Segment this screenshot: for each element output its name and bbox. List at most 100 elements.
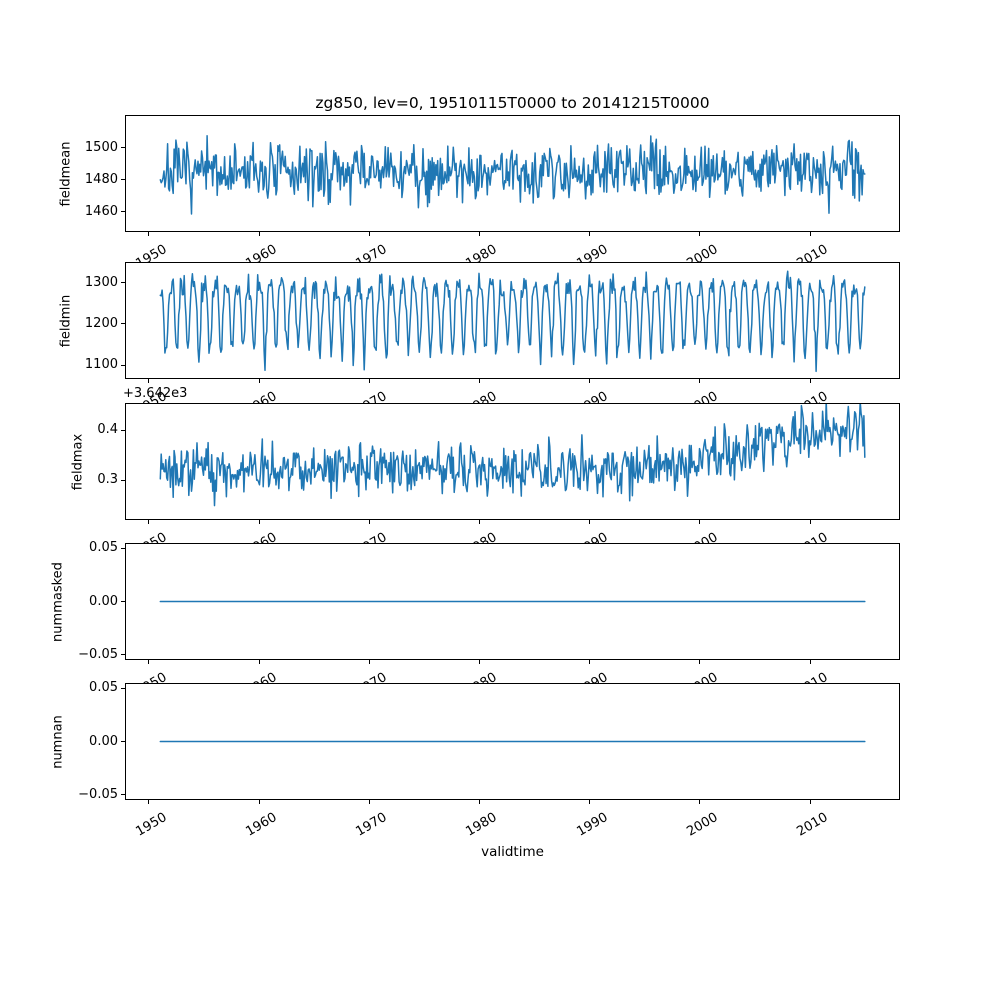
x-tick-label: 2010 [794,242,831,272]
x-tick-mark [258,520,260,524]
x-tick-label: 1980 [463,242,500,272]
series-line-numnan [159,740,866,743]
y-axis-offset-text: +3.642e3 [123,386,188,401]
y-tick-mark [121,323,125,325]
x-tick-mark [478,379,480,383]
x-tick-label: 2000 [684,242,721,272]
axes-box-fieldmin [125,262,900,379]
x-tick-label: 1950 [133,389,170,419]
x-tick-label: 1980 [463,670,500,700]
y-tick-mark [121,179,125,181]
x-tick-mark [478,232,480,236]
y-tick-label: 0.3 [97,472,118,487]
x-tick-label: 2010 [794,389,831,419]
x-tick-label: 1980 [463,530,500,560]
x-tick-mark [258,379,260,383]
x-tick-mark [478,520,480,524]
x-tick-label: 1960 [243,389,280,419]
x-tick-mark [589,800,591,804]
axes-box-numnan [125,683,900,800]
y-tick-label: 1480 [84,171,118,187]
axes-box-fieldmean [125,115,900,232]
y-tick-label: 0.05 [89,680,118,696]
x-axis-label: validtime [481,844,544,860]
y-tick-label: −0.05 [78,786,118,802]
series-line-fieldmax [159,404,866,507]
x-tick-mark [699,232,701,236]
x-tick-mark [809,660,811,664]
y-tick-label: 1200 [84,315,118,331]
x-tick-label: 1960 [243,530,280,560]
x-tick-mark [809,800,811,804]
y-tick-mark [121,687,125,689]
x-tick-mark [809,520,811,524]
x-tick-mark [589,232,591,236]
y-tick-label: 1460 [84,203,118,219]
x-tick-mark [258,800,260,804]
y-tick-label: 0.00 [89,733,118,749]
y-tick-mark [121,364,125,366]
x-tick-mark [699,660,701,664]
x-tick-label: 2000 [684,670,721,700]
y-tick-mark [121,211,125,213]
axes-box-nummasked [125,543,900,660]
x-tick-label: 1980 [463,810,500,840]
axes-box-fieldmax [125,403,900,520]
x-tick-label: 1960 [243,670,280,700]
x-tick-label: 2000 [684,389,721,419]
y-axis-label-nummasked: nummasked [50,561,66,642]
y-axis-label-fieldmean: fieldmean [58,141,74,206]
y-tick-label: 0.05 [89,540,118,556]
x-tick-mark [368,232,370,236]
series-polyline-fieldmax [159,404,866,507]
x-tick-label: 2010 [794,810,831,840]
y-tick-mark [121,282,125,284]
x-tick-label: 1990 [574,530,611,560]
x-tick-label: 1980 [463,389,500,419]
y-tick-mark [121,479,125,481]
y-tick-label: 1300 [84,274,118,290]
x-tick-label: 2010 [794,530,831,560]
x-tick-label: 1990 [574,389,611,419]
series-polyline-fieldmean [159,135,866,215]
x-tick-label: 1970 [353,530,390,560]
series-line-nummasked [159,600,866,603]
y-tick-mark [121,547,125,549]
x-tick-mark [809,232,811,236]
x-tick-mark [148,232,150,236]
y-tick-mark [121,741,125,742]
series-line-fieldmean [159,135,866,215]
x-tick-mark [258,232,260,236]
y-axis-label-fieldmax: fieldmax [70,433,86,490]
y-tick-mark [121,429,125,431]
x-tick-label: 1990 [574,670,611,700]
x-tick-mark [589,520,591,524]
y-axis-label-fieldmin: fieldmin [58,294,74,347]
x-tick-label: 2010 [794,670,831,700]
x-tick-mark [148,520,150,524]
x-tick-label: 1950 [133,530,170,560]
x-tick-mark [478,660,480,664]
x-tick-mark [478,800,480,804]
x-tick-mark [699,800,701,804]
x-tick-label: 1970 [353,389,390,419]
x-tick-mark [699,520,701,524]
y-tick-label: 0.00 [89,593,118,609]
x-tick-mark [368,800,370,804]
figure-title: zg850, lev=0, 19510115T0000 to 20141215T… [315,94,710,112]
x-tick-label: 2000 [684,810,721,840]
x-tick-label: 1950 [133,810,170,840]
series-line-fieldmin [159,270,866,373]
x-tick-label: 1950 [133,670,170,700]
y-axis-label-numnan: numnan [50,714,66,769]
x-tick-label: 1970 [353,242,390,272]
x-tick-mark [589,379,591,383]
x-tick-mark [809,379,811,383]
y-tick-mark [121,601,125,602]
x-tick-label: 1960 [243,810,280,840]
x-tick-label: 1970 [353,670,390,700]
x-tick-mark [148,800,150,804]
x-tick-mark [148,660,150,664]
x-tick-mark [368,520,370,524]
